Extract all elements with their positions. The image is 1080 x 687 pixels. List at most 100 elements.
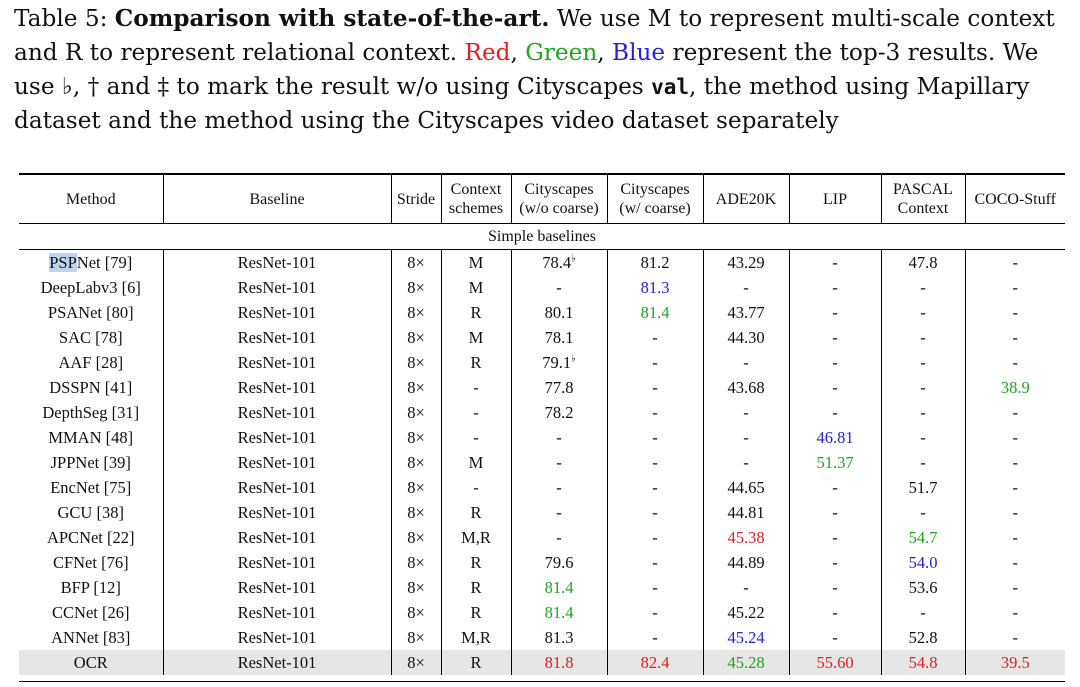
context-value: M,R [461, 528, 491, 547]
cell-baseline: ResNet-101 [163, 249, 392, 275]
cell-city: - [511, 500, 608, 525]
method-value: AAF [28] [58, 353, 124, 372]
city_w-value: 82.4 [640, 653, 670, 672]
baseline-value: ResNet-101 [237, 403, 317, 422]
baseline-value: ResNet-101 [237, 653, 317, 672]
lip-value: - [832, 353, 838, 372]
cell-method: CCNet [26] [19, 600, 164, 625]
cell-stride: 8× [391, 575, 442, 600]
cell-baseline: ResNet-101 [163, 400, 392, 425]
city-value: - [556, 453, 562, 472]
cell-lip: 55.60 [789, 650, 882, 675]
coco-value: - [1012, 478, 1019, 497]
table-caption: Table 5: Comparison with state-of-the-ar… [14, 2, 1070, 138]
cell-ade: - [703, 350, 790, 375]
stride-value: 8× [407, 503, 425, 522]
ade-value: 44.65 [727, 478, 765, 497]
context-value: R [470, 503, 482, 522]
table-row: ANNet [83] ResNet-101 8× M,R 81.3 - 45.24 - 52.8… [19, 625, 1065, 650]
baseline-value: ResNet-101 [237, 578, 317, 597]
baseline-value: ResNet-101 [237, 553, 317, 572]
cell-lip: - [789, 525, 882, 550]
city-value: 81.4 [544, 603, 574, 622]
caption-text-1: We use M to represent multi-scale contex… [14, 5, 1055, 66]
city_w-value: - [652, 328, 658, 347]
cell-baseline: ResNet-101 [163, 575, 392, 600]
cell-stride: 8× [391, 650, 442, 675]
cell-method: DeepLabv3 [6] [19, 275, 164, 300]
lip-value: - [832, 278, 838, 297]
cell-city-w: - [607, 450, 704, 475]
cell-baseline: ResNet-101 [163, 550, 392, 575]
table-row: EncNet [75] ResNet-101 8× - - - 44.65 - 51.7 - [19, 475, 1065, 500]
cell-city-w: 82.4 [607, 650, 704, 675]
header-pascal-context: PASCAL Context [881, 173, 966, 224]
stride-value: 8× [407, 428, 425, 447]
cell-context: - [441, 375, 512, 400]
cell-stride: 8× [391, 550, 442, 575]
table-row: CCNet [26] ResNet-101 8× R 81.4 - 45.22 - - - [19, 600, 1065, 625]
footnote-mark: ♭ [571, 353, 576, 365]
cell-method: MMAN [48] [19, 425, 164, 450]
cell-city-w: - [607, 575, 704, 600]
table-label: Table 5: [14, 5, 108, 32]
header-city-l2: (w/o coarse) [519, 200, 599, 217]
table-row: DepthSeg [31] ResNet-101 8× - 78.2 - - - - - [19, 400, 1065, 425]
cell-context: R [441, 350, 512, 375]
cell-method: EncNet [75] [19, 475, 164, 500]
cell-pascal: - [881, 300, 966, 325]
cell-city: - [511, 475, 608, 500]
section-label: Simple baselines [19, 223, 1065, 250]
cell-method: SAC [78] [19, 325, 164, 350]
context-value: R [470, 578, 482, 597]
cell-city-w: - [607, 400, 704, 425]
table-row: MMAN [48] ResNet-101 8× - - - - 46.81 - - [19, 425, 1065, 450]
cell-stride: 8× [391, 425, 442, 450]
cell-coco: 38.9 [965, 375, 1065, 400]
header-pascal-l1: PASCAL [893, 181, 953, 198]
pascal-value: 53.6 [908, 578, 938, 597]
ade-value: - [743, 578, 749, 597]
cell-baseline: ResNet-101 [163, 475, 392, 500]
city_w-value: 81.2 [640, 253, 670, 272]
cell-stride: 8× [391, 475, 442, 500]
method-value: DSSPN [41] [49, 378, 133, 397]
cell-stride: 8× [391, 500, 442, 525]
stride-value: 8× [407, 453, 425, 472]
coco-value: - [1012, 428, 1019, 447]
pascal-value: - [920, 428, 926, 447]
cell-stride: 8× [391, 450, 442, 475]
lip-value: - [832, 628, 838, 647]
cell-ade: 44.81 [703, 500, 790, 525]
stride-value: 8× [407, 303, 425, 322]
header-cityw-l1: Cityscapes [620, 181, 690, 198]
header-stride: Stride [391, 173, 442, 224]
cell-method: DSSPN [41] [19, 375, 164, 400]
cell-city: 78.2 [511, 400, 608, 425]
cell-stride: 8× [391, 600, 442, 625]
lip-value: - [832, 478, 838, 497]
header-context-l2: schemes [448, 200, 504, 217]
lip-value: 51.37 [816, 453, 854, 472]
method-label-rest: Net [79] [76, 253, 133, 272]
cell-stride: 8× [391, 400, 442, 425]
cell-coco: - [965, 525, 1065, 550]
cell-lip: - [789, 300, 882, 325]
ade-value: 44.81 [727, 503, 765, 522]
method-value: OCR [73, 653, 108, 672]
cell-context: - [441, 425, 512, 450]
cell-baseline: ResNet-101 [163, 300, 392, 325]
table-row: GCU [38] ResNet-101 8× R - - 44.81 - - - [19, 500, 1065, 525]
city_w-value: - [652, 628, 658, 647]
cell-coco: - [965, 550, 1065, 575]
coco-value: - [1012, 553, 1019, 572]
header-cityscapes-wo-coarse: Cityscapes (w/o coarse) [511, 173, 608, 224]
header-cityw-l2: (w/ coarse) [619, 200, 691, 217]
header-context-l1: Context [450, 181, 502, 198]
city_w-value: 81.3 [640, 278, 670, 297]
cell-lip: - [789, 375, 882, 400]
cell-pascal: - [881, 600, 966, 625]
cell-pascal: - [881, 425, 966, 450]
cell-stride: 8× [391, 525, 442, 550]
stride-value: 8× [407, 328, 425, 347]
